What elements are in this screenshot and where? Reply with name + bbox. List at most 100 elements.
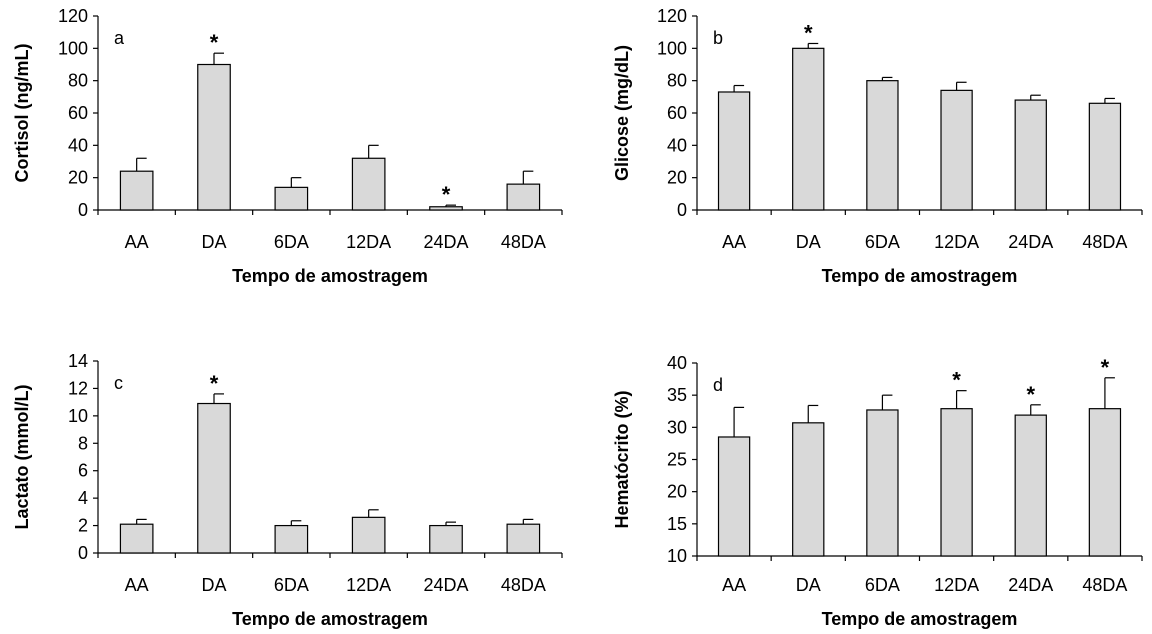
- y-tick-label: 60: [68, 103, 88, 123]
- y-tick-label: 15: [667, 514, 687, 534]
- significance-marker: *: [804, 20, 813, 45]
- y-tick-label: 0: [78, 200, 88, 220]
- y-tick-label: 100: [657, 38, 687, 58]
- bar-DA: [792, 422, 825, 557]
- x-tick-label: DA: [796, 575, 821, 595]
- x-axis-title: Tempo de amostragem: [822, 266, 1018, 286]
- chart-panel-c: 0 2 4 6 8 10 12 14 AA * DA 6DA 12DA 24DA 48DA c Lactato …: [12, 351, 563, 629]
- bar-12DA: [940, 408, 973, 557]
- x-tick-label: AA: [722, 232, 746, 252]
- significance-marker: *: [210, 30, 219, 55]
- x-axis-title: Tempo de amostragem: [232, 609, 428, 629]
- y-tick-label: 4: [78, 488, 88, 508]
- bar-DA: [792, 47, 825, 211]
- y-tick-label: 120: [58, 6, 88, 26]
- y-tick-label: 10: [667, 546, 687, 566]
- x-tick-label: AA: [125, 575, 149, 595]
- x-tick-label: 6DA: [865, 575, 900, 595]
- bar-24DA: [429, 206, 463, 211]
- bar-48DA: [506, 523, 541, 554]
- x-tick-label: 24DA: [423, 232, 468, 252]
- x-tick-label: 24DA: [423, 575, 468, 595]
- y-tick-label: 2: [78, 516, 88, 536]
- y-tick-label: 0: [677, 200, 687, 220]
- bar-6DA: [274, 186, 309, 211]
- panel-letter: a: [114, 28, 125, 48]
- x-tick-label: 48DA: [501, 575, 546, 595]
- x-tick-label: 6DA: [274, 232, 309, 252]
- significance-marker: *: [952, 368, 961, 393]
- y-tick-label: 80: [667, 71, 687, 91]
- x-tick-label: DA: [201, 575, 226, 595]
- y-tick-label: 6: [78, 461, 88, 481]
- y-tick-label: 40: [667, 135, 687, 155]
- x-tick-label: 48DA: [1082, 575, 1127, 595]
- y-tick-label: 20: [667, 482, 687, 502]
- bar-AA: [717, 91, 751, 211]
- bar-48DA: [1088, 408, 1122, 557]
- bar-12DA: [351, 516, 386, 554]
- y-tick-label: 80: [68, 71, 88, 91]
- bar-6DA: [866, 409, 899, 557]
- y-axis-title: Lactato (mmol/L): [12, 384, 32, 529]
- x-tick-label: AA: [125, 232, 149, 252]
- y-tick-label: 12: [68, 378, 88, 398]
- bar-AA: [119, 523, 154, 554]
- y-tick-label: 60: [667, 103, 687, 123]
- y-axis-title: Cortisol (ng/mL): [12, 44, 32, 183]
- bar-6DA: [274, 524, 309, 554]
- bar-6DA: [866, 80, 899, 211]
- chart-panel-b: 0 20 40 60 80 100 120 AA * DA 6DA 12DA 24DA 48DA b Glic…: [612, 6, 1143, 286]
- x-tick-label: 12DA: [346, 575, 391, 595]
- y-tick-label: 14: [68, 351, 88, 371]
- y-tick-label: 100: [58, 38, 88, 58]
- x-tick-label: AA: [722, 575, 746, 595]
- bar-24DA: [1014, 99, 1047, 211]
- x-tick-label: DA: [201, 232, 226, 252]
- significance-marker: *: [1101, 355, 1110, 380]
- y-tick-label: 10: [68, 406, 88, 426]
- significance-marker: *: [1026, 382, 1035, 407]
- bar-AA: [119, 170, 154, 211]
- x-axis-title: Tempo de amostragem: [822, 609, 1018, 629]
- y-axis-title: Glicose (mg/dL): [612, 45, 632, 181]
- y-tick-label: 40: [68, 135, 88, 155]
- x-tick-label: 24DA: [1008, 575, 1053, 595]
- y-tick-label: 25: [667, 450, 687, 470]
- y-tick-label: 20: [667, 168, 687, 188]
- bar-24DA: [429, 524, 463, 554]
- x-tick-label: 12DA: [934, 575, 979, 595]
- chart-panel-d: 10 15 20 25 30 35 40 AA DA 6DA * 12DA * 24DA * 48DA d Hem…: [612, 353, 1143, 629]
- bar-12DA: [940, 89, 973, 211]
- bar-AA: [717, 436, 751, 557]
- significance-marker: *: [442, 182, 451, 207]
- bar-DA: [197, 402, 231, 554]
- x-tick-label: 6DA: [274, 575, 309, 595]
- bar-48DA: [1088, 102, 1122, 211]
- significance-marker: *: [210, 371, 219, 396]
- panel-letter: b: [713, 28, 723, 48]
- y-tick-label: 0: [78, 543, 88, 563]
- x-tick-label: 48DA: [501, 232, 546, 252]
- y-tick-label: 30: [667, 417, 687, 437]
- x-axis-title: Tempo de amostragem: [232, 266, 428, 286]
- bar-DA: [197, 63, 231, 211]
- y-tick-label: 40: [667, 353, 687, 373]
- y-tick-label: 20: [68, 168, 88, 188]
- panel-letter: c: [114, 373, 123, 393]
- x-tick-label: 24DA: [1008, 232, 1053, 252]
- chart-panel-a: 0 20 40 60 80 100 120 AA * DA 6DA 12DA * 24DA 48DA a Cor…: [12, 6, 563, 286]
- panel-letter: d: [713, 375, 723, 395]
- x-tick-label: 6DA: [865, 232, 900, 252]
- x-tick-label: 48DA: [1082, 232, 1127, 252]
- y-axis-title: Hematócrito (%): [612, 390, 632, 528]
- x-tick-label: DA: [796, 232, 821, 252]
- y-tick-label: 120: [657, 6, 687, 26]
- x-tick-label: 12DA: [934, 232, 979, 252]
- bar-48DA: [506, 183, 541, 211]
- bar-12DA: [351, 157, 386, 211]
- y-tick-label: 35: [667, 385, 687, 405]
- x-tick-label: 12DA: [346, 232, 391, 252]
- y-tick-label: 8: [78, 433, 88, 453]
